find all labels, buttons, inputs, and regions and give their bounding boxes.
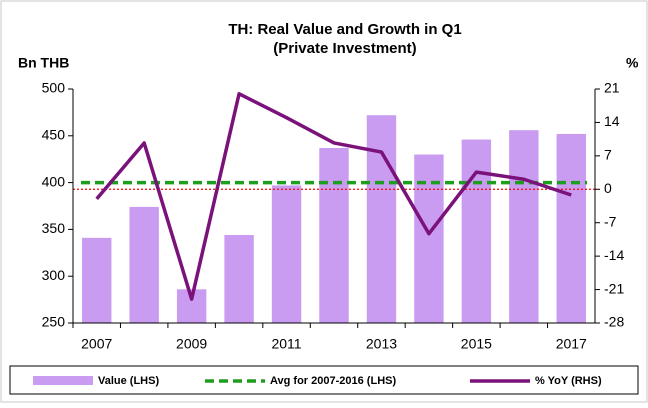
bar (129, 206, 159, 323)
y2-tick-label: 7 (604, 147, 612, 163)
bar (319, 147, 349, 323)
x-tick-label: 2009 (176, 336, 207, 352)
legend-box (9, 365, 639, 395)
bar (414, 154, 444, 323)
x-tick-label: 2015 (461, 336, 492, 352)
bar (461, 139, 492, 323)
bar (224, 235, 254, 323)
legend-label: Value (LHS) (98, 375, 159, 387)
x-tick-label: 2011 (271, 336, 301, 352)
y2-tick-label: 0 (604, 180, 612, 196)
y-tick-label: 450 (42, 127, 66, 143)
y2-tick-label: -21 (604, 280, 624, 296)
legend: Value (LHS) Avg for 2007-2016 (LHS) % YoY … (33, 375, 602, 387)
bar (509, 130, 539, 323)
y2-tick-label: -28 (604, 314, 624, 330)
y2-tick-label: -14 (604, 247, 624, 263)
y-tick-label: 500 (42, 80, 66, 96)
bar (271, 185, 302, 323)
y-axis-label: Bn THB (18, 55, 69, 71)
y-tick-label: 300 (42, 267, 66, 283)
y2-tick-label: -7 (604, 213, 617, 229)
y-tick-label: 400 (42, 173, 66, 189)
legend-label: % YoY (RHS) (535, 375, 602, 387)
legend-swatch (33, 376, 93, 385)
x-tick-label: 2007 (81, 336, 112, 352)
y-tick-label: 350 (42, 220, 66, 236)
legend-label: Avg for 2007-2016 (LHS) (270, 375, 396, 387)
y2-tick-label: 14 (604, 113, 620, 129)
x-tick-label: 2013 (366, 336, 397, 352)
x-tick-label: 2017 (556, 336, 587, 352)
y2-axis-label: % (626, 55, 639, 71)
line-series (95, 92, 572, 301)
bar (366, 115, 397, 323)
y-tick-label: 250 (42, 314, 66, 330)
chart-title: TH: Real Value and Growth in Q1 (228, 21, 461, 38)
bar (556, 133, 586, 323)
bar (82, 237, 112, 323)
chart-subtitle: (Private Investment) (273, 40, 416, 57)
y2-tick-label: 21 (604, 80, 620, 96)
